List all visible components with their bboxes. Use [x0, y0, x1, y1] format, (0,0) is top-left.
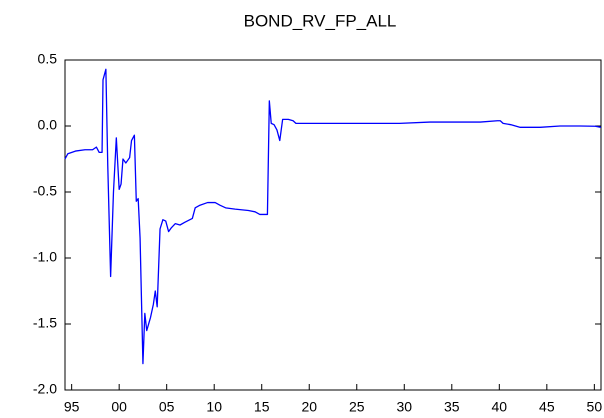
series-line	[64, 68, 602, 365]
x-tick-label: 35	[444, 399, 460, 415]
y-tick-label: -1.5	[33, 315, 57, 331]
y-tick-label: -1.0	[33, 249, 57, 265]
y-tick-label: 0.0	[38, 117, 58, 133]
x-tick-label: 05	[159, 399, 175, 415]
y-tick-label: -0.5	[33, 183, 57, 199]
x-tick-label: 40	[492, 399, 508, 415]
x-tick-label: 95	[64, 399, 80, 415]
y-tick-label: -2.0	[33, 381, 57, 397]
x-tick-label: 50	[587, 399, 603, 415]
x-tick-label: 15	[254, 399, 270, 415]
x-tick-label: 00	[111, 399, 127, 415]
x-tick-label: 45	[539, 399, 555, 415]
chart-title: BOND_RV_FP_ALL	[244, 11, 397, 30]
x-tick-label: 10	[206, 399, 222, 415]
x-tick-label: 25	[349, 399, 365, 415]
x-tick-label: 30	[396, 399, 412, 415]
x-tick-label: 20	[301, 399, 317, 415]
plot-frame	[64, 59, 602, 391]
y-tick-label: 0.5	[38, 51, 58, 67]
